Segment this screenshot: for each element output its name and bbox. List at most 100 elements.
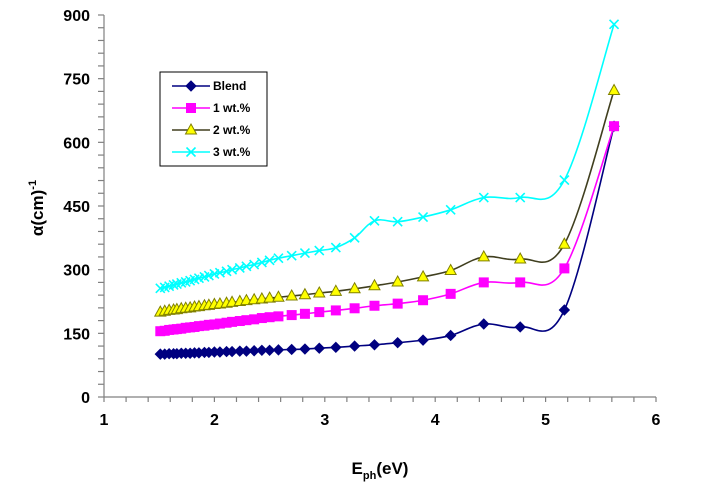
data-point-x <box>286 250 297 261</box>
data-point-square <box>234 316 245 327</box>
data-point-x <box>264 255 275 266</box>
x-axis-title: Eph(eV) <box>352 459 409 482</box>
data-point-diamond <box>272 344 285 356</box>
axes: 0 150 300 450 600 750 900 1 2 3 4 5 6 <box>63 8 660 429</box>
y-tick-label: 0 <box>81 390 90 407</box>
x-axis-title-main: E <box>352 459 363 478</box>
data-point-triangle <box>368 278 381 291</box>
data-point-diamond <box>285 343 298 356</box>
data-point-diamond <box>391 336 404 349</box>
data-point-diamond <box>313 342 325 354</box>
data-point-square <box>299 308 310 319</box>
data-point-x <box>185 146 197 158</box>
data-point-x <box>330 242 341 253</box>
data-point-triangle <box>416 269 430 282</box>
data-point-x <box>559 175 570 186</box>
data-point-x <box>369 215 380 226</box>
y-tick-label: 300 <box>63 263 90 280</box>
data-point-x <box>392 216 403 227</box>
data-point-x <box>168 279 179 291</box>
x-tick-label: 2 <box>210 412 219 429</box>
data-point-diamond <box>368 339 381 351</box>
data-point-x <box>221 266 232 277</box>
series-blend <box>154 120 620 360</box>
y-axis-title: α(cm)-1 <box>27 180 47 236</box>
data-point-square <box>264 312 275 323</box>
data-point-square <box>286 310 297 321</box>
data-point-square <box>559 263 570 274</box>
legend-label: 3 wt.% <box>213 145 251 159</box>
legend-item: 1 wt.% <box>172 101 251 115</box>
data-point-square <box>256 313 267 324</box>
x-axis-title-sub: ph <box>363 470 377 482</box>
data-point-diamond <box>348 340 361 352</box>
data-point-x <box>478 192 489 203</box>
data-point-diamond <box>185 80 197 92</box>
data-point-triangle <box>607 83 621 96</box>
data-point-square <box>478 277 489 288</box>
y-tick-label: 150 <box>63 326 90 343</box>
legend-label: 1 wt.% <box>213 101 251 115</box>
data-point-x <box>241 261 252 272</box>
data-point-square <box>209 319 220 330</box>
y-tick-label: 600 <box>63 135 90 152</box>
x-tick-label: 1 <box>100 412 109 429</box>
data-point-x <box>349 232 360 243</box>
x-tick-label: 3 <box>320 412 329 429</box>
data-point-square <box>193 321 204 332</box>
data-point-square <box>221 317 232 328</box>
legend-item: Blend <box>172 79 246 93</box>
data-point-x <box>515 192 526 203</box>
data-point-triangle <box>272 290 285 302</box>
data-point-square <box>186 103 196 113</box>
data-point-square <box>203 319 214 330</box>
data-point-triangle <box>298 287 312 300</box>
series-layer <box>153 19 621 360</box>
data-point-x <box>314 245 325 256</box>
x-tick-label: 4 <box>431 412 440 429</box>
data-point-square <box>609 121 620 132</box>
data-point-x <box>256 257 267 268</box>
data-point-x <box>608 19 620 30</box>
data-point-x <box>417 211 429 223</box>
x-tick-label: 6 <box>652 412 661 429</box>
data-point-triangle <box>513 252 527 264</box>
legend-label: Blend <box>213 79 246 93</box>
data-point-diamond <box>263 344 276 357</box>
data-point-square <box>241 315 252 326</box>
y-axis-title-main: α(cm) <box>28 190 47 236</box>
data-point-triangle <box>312 285 326 298</box>
data-point-triangle <box>184 122 198 135</box>
y-tick-label: 900 <box>63 8 90 25</box>
data-point-square <box>418 295 429 306</box>
data-point-diamond <box>558 304 571 316</box>
data-point-diamond <box>256 344 268 357</box>
data-point-square <box>314 307 325 318</box>
data-point-square <box>227 316 238 327</box>
legend-box <box>159 71 268 167</box>
series-1-wt- <box>155 121 620 337</box>
y-tick-label: 450 <box>63 199 90 216</box>
data-point-diamond <box>444 329 457 342</box>
data-point-diamond <box>478 318 490 330</box>
data-point-triangle <box>444 263 458 276</box>
legend: Blend 1 wt.% 2 wt.% 3 wt.% <box>159 71 268 167</box>
series-2-wt- <box>153 83 621 317</box>
data-point-square <box>392 298 403 309</box>
data-point-diamond <box>514 321 526 333</box>
data-point-square <box>369 300 380 311</box>
data-point-square <box>515 277 526 288</box>
y-axis-title-sup: -1 <box>27 180 39 190</box>
data-point-diamond <box>417 334 429 346</box>
data-point-triangle <box>348 281 361 294</box>
data-point-square <box>445 288 456 299</box>
data-point-square <box>349 303 360 314</box>
data-point-triangle <box>391 274 405 287</box>
data-point-diamond <box>299 343 311 355</box>
x-axis-title-suffix: (eV) <box>376 459 408 478</box>
series-3-wt- <box>155 19 620 294</box>
data-point-triangle <box>285 288 299 301</box>
y-tick-label: 750 <box>63 72 90 89</box>
data-point-triangle <box>329 284 343 296</box>
